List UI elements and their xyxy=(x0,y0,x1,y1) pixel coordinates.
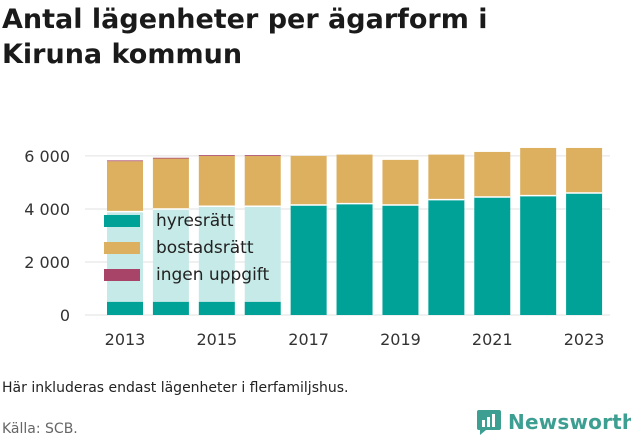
bar-hyresrätt-2015-lower xyxy=(198,301,235,315)
x-tick-label: 2019 xyxy=(380,330,421,349)
y-axis-tick-labels: 0 2 000 4 000 6 000 xyxy=(24,147,70,325)
y-tick-label: 4 000 xyxy=(24,200,70,219)
footnote: Här inkluderas endast lägenheter i flerf… xyxy=(2,380,349,396)
bar-hyresrätt-2013-lower xyxy=(107,301,143,315)
chart-title-line-1: Antal lägenheter per ägarform i xyxy=(2,4,488,35)
x-tick-label: 2021 xyxy=(472,330,513,349)
bar-ingen uppgift-2016 xyxy=(244,155,281,156)
bar-hyresrätt-2014-upper xyxy=(152,208,189,302)
x-axis-tick-labels: 2013 2015 2017 2019 2021 2023 xyxy=(105,330,605,349)
legend: hyresrätt bostadsrätt ingen uppgift xyxy=(104,211,269,285)
bar-bostadsrätt-2017 xyxy=(290,155,327,205)
bar-bostadsrätt-2018 xyxy=(336,154,373,204)
bar-hyresrätt-2016-upper xyxy=(244,206,281,302)
bar-ingen uppgift-2013 xyxy=(107,160,143,162)
legend-label-bostadsrätt: bostadsrätt xyxy=(156,238,254,258)
chart-title-line-2: Kiruna kommun xyxy=(2,39,243,70)
bar-hyresrätt-2019 xyxy=(382,204,419,315)
source-text: Källa: SCB. xyxy=(2,421,78,437)
stacked-bar-chart: 0 2 000 4 000 6 000 2013 2015 2017 2019 2021 202… xyxy=(24,147,610,349)
x-tick-label: 2017 xyxy=(288,330,329,349)
legend-swatch-ingen uppgift xyxy=(104,269,140,281)
bar-hyresrätt-2021 xyxy=(474,197,511,315)
bar-bostadsrätt-2016 xyxy=(244,155,281,207)
bar-bostadsrätt-2022 xyxy=(520,147,557,196)
y-tick-label: 2 000 xyxy=(24,253,70,272)
bar-ingen uppgift-2014 xyxy=(152,157,189,159)
bar-bostadsrätt-2021 xyxy=(474,151,511,198)
bar-hyresrätt-2015-upper xyxy=(198,206,235,302)
bar-hyresrätt-2016-lower xyxy=(244,301,281,315)
newsworthy-logo: Newsworthy xyxy=(476,408,631,436)
bar-bostadsrätt-2020 xyxy=(428,154,465,200)
bar-bostadsrätt-2013 xyxy=(107,161,143,212)
bar-ingen uppgift-2015 xyxy=(198,155,235,156)
bar-bostadsrätt-2019 xyxy=(382,159,419,205)
newsworthy-logo-icon xyxy=(477,410,501,435)
bar-bostadsrätt-2015 xyxy=(198,155,235,207)
bar-hyresrätt-2020 xyxy=(428,199,465,315)
bar-hyresrätt-2017 xyxy=(290,204,327,315)
legend-label-ingen uppgift: ingen uppgift xyxy=(156,265,269,285)
x-tick-label: 2023 xyxy=(564,330,605,349)
bar-hyresrätt-2022 xyxy=(520,195,557,315)
bar-hyresrätt-2014-lower xyxy=(152,301,189,315)
x-tick-label: 2015 xyxy=(196,330,237,349)
legend-label-hyresrätt: hyresrätt xyxy=(156,211,234,231)
bar-bostadsrätt-2014 xyxy=(152,158,189,209)
legend-swatch-hyresrätt xyxy=(104,215,140,227)
legend-swatch-bostadsrätt xyxy=(104,242,140,254)
bar-bostadsrätt-2023 xyxy=(566,147,603,194)
newsworthy-logo-text: Newsworthy xyxy=(508,410,631,434)
bars xyxy=(107,147,603,315)
bar-hyresrätt-2023 xyxy=(566,193,603,315)
y-tick-label: 0 xyxy=(60,306,70,325)
bar-hyresrätt-2018 xyxy=(336,203,373,315)
x-tick-label: 2013 xyxy=(105,330,146,349)
y-tick-label: 6 000 xyxy=(24,147,70,166)
chart-title: Antal lägenheter per ägarform i Kiruna k… xyxy=(2,2,622,72)
